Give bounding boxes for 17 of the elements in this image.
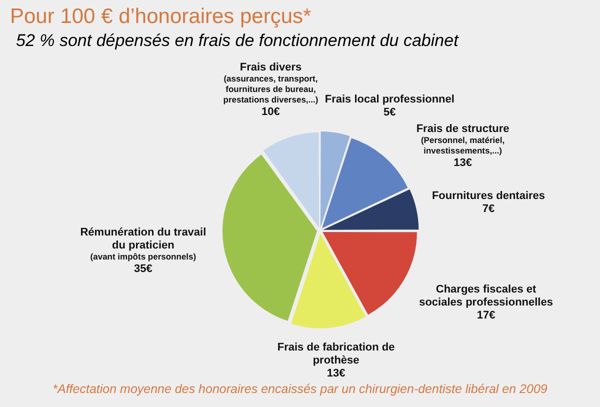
data-label: 5€ (384, 106, 396, 119)
data-label: 13€ (326, 367, 346, 380)
chart-subtitle: 52 % sont dépensés en frais de fonctionnement du cabinet (16, 31, 458, 51)
slice-label: Rémunération du travail du praticien (avant impôts personnels) (80, 226, 206, 262)
data-label: 13€ (454, 156, 472, 169)
data-label: 17€ (476, 309, 496, 322)
data-label: 10€ (262, 106, 280, 118)
chart-title: Pour 100 € d’honoraires perçus* (10, 5, 312, 29)
slice-label: Charges fiscales et sociales professionnelles (419, 283, 553, 308)
slice-label: Fournitures dentaires (432, 190, 546, 202)
data-label: 35€ (134, 263, 152, 276)
slice-label: Frais divers (assurances, transport, fournitures de bureau, prestations diverses,...) (223, 61, 318, 104)
data-label: 7€ (482, 202, 495, 215)
slice-label: Frais local professionnel (324, 94, 454, 106)
slice-label: Frais de structure (Personnel, matériel, investissements,...) (416, 122, 510, 156)
text: *Affectation moyenne des honoraires encaissés par un chirurgien-dentiste libéral en 2009 (52, 382, 548, 396)
slice-label: Frais de fabrication de prothèse (277, 341, 395, 366)
